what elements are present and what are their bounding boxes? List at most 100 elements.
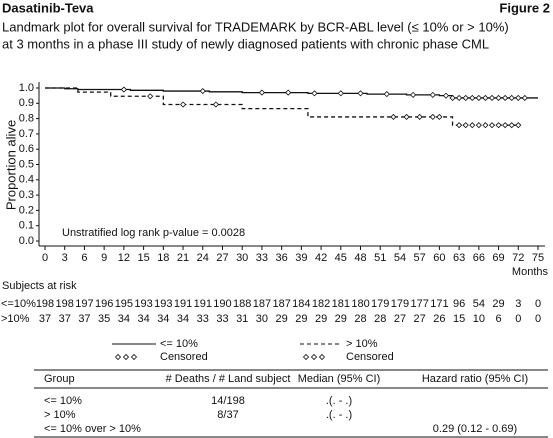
risk-count: 37 — [78, 313, 90, 325]
y-axis-label: Proportion alive — [3, 120, 18, 210]
censor-mark — [436, 113, 443, 120]
risk-count: 29 — [492, 298, 504, 310]
censor-mark — [515, 122, 522, 129]
risk-count: 188 — [233, 298, 251, 310]
risk-count: 54 — [473, 298, 485, 310]
risk-count: 10 — [473, 313, 485, 325]
censor-mark — [416, 113, 423, 120]
censor-mark — [337, 90, 344, 97]
risk-count: 180 — [351, 298, 369, 310]
risk-count: 179 — [371, 298, 389, 310]
x-tick-label: 51 — [374, 252, 386, 264]
risk-count: 182 — [312, 298, 330, 310]
legend-censor-mark — [310, 353, 318, 361]
x-tick-label: 30 — [236, 252, 248, 264]
risk-count: 34 — [177, 313, 189, 325]
censor-mark — [488, 122, 496, 129]
x-tick-label: 18 — [157, 252, 169, 264]
risk-count: 37 — [39, 313, 51, 325]
risk-count: 195 — [115, 298, 133, 310]
x-tick-label: 63 — [453, 252, 465, 264]
table-cell: 8/37 — [217, 409, 238, 421]
censor-mark — [462, 122, 469, 129]
risk-count: 191 — [174, 298, 192, 310]
risk-count: 6 — [495, 313, 501, 325]
risk-count: 34 — [118, 313, 130, 325]
censor-mark — [390, 113, 397, 120]
table-header: # Deaths / # Land subject — [166, 373, 291, 385]
x-tick-label: 66 — [473, 252, 485, 264]
risk-count: 26 — [433, 313, 445, 325]
table-cell: 0.29 (0.12 - 0.69) — [433, 423, 517, 435]
x-tick-label: 12 — [118, 252, 130, 264]
censor-mark — [495, 122, 502, 129]
survival-curve — [45, 87, 538, 99]
figure-label: Figure 2 — [499, 0, 550, 15]
x-tick-label: 54 — [394, 252, 406, 264]
risk-count: 28 — [374, 313, 386, 325]
x-tick-label: 72 — [512, 252, 524, 264]
x-axis-label: Months — [512, 266, 549, 278]
legend-censor-mark — [122, 353, 130, 361]
censor-mark — [212, 101, 219, 108]
x-tick-label: 6 — [81, 252, 87, 264]
table-header: Group — [44, 373, 75, 385]
y-tick-label: 0.1 — [19, 220, 34, 232]
risk-count: 35 — [98, 313, 110, 325]
censor-mark — [502, 122, 509, 129]
risk-row-label: >10% — [1, 313, 30, 325]
risk-count: 193 — [154, 298, 172, 310]
censor-mark — [469, 122, 476, 129]
x-tick-label: 33 — [256, 252, 268, 264]
x-tick-label: 21 — [177, 252, 189, 264]
risk-count: 3 — [515, 298, 521, 310]
risk-count: 96 — [453, 298, 465, 310]
legend-label: Censored — [160, 351, 208, 363]
risk-count: 27 — [414, 313, 426, 325]
x-tick-label: 48 — [354, 252, 366, 264]
y-tick-label: 0.0 — [19, 235, 34, 247]
chart-title: at 3 months in a phase III study of newl… — [2, 36, 489, 51]
risk-count: 187 — [253, 298, 271, 310]
x-tick-label: 42 — [315, 252, 327, 264]
risk-count: 171 — [430, 298, 448, 310]
censor-mark — [429, 91, 436, 98]
table-cell: .(. - .) — [326, 409, 352, 421]
risk-count: 15 — [453, 313, 465, 325]
table-cell: <= 10% over > 10% — [44, 423, 141, 435]
censor-mark — [482, 122, 489, 129]
risk-count: 33 — [197, 313, 209, 325]
x-tick-label: 27 — [216, 252, 228, 264]
censor-mark — [469, 94, 476, 102]
censor-mark — [258, 89, 265, 96]
annotation: Unstratified log rank p-value = 0.0028 — [62, 227, 245, 239]
y-tick-label: 0.6 — [19, 143, 34, 155]
risk-count: 29 — [315, 313, 327, 325]
censor-mark — [383, 91, 390, 98]
censor-mark — [488, 94, 496, 102]
x-tick-label: 3 — [62, 252, 68, 264]
censor-mark — [410, 91, 417, 98]
censor-mark — [147, 93, 154, 100]
censor-mark — [456, 94, 463, 102]
table-header: Hazard ratio (95% CI) — [422, 373, 528, 385]
x-tick-label: 9 — [101, 252, 107, 264]
x-tick-label: 15 — [137, 252, 149, 264]
x-tick-label: 0 — [42, 252, 48, 264]
x-tick-label: 39 — [295, 252, 307, 264]
risk-count: 177 — [411, 298, 429, 310]
risk-count: 198 — [56, 298, 74, 310]
censor-mark — [508, 94, 515, 102]
risk-count: 33 — [216, 313, 228, 325]
risk-count: 190 — [213, 298, 231, 310]
x-tick-label: 45 — [335, 252, 347, 264]
censor-mark — [357, 90, 364, 97]
risk-count: 193 — [134, 298, 152, 310]
censor-mark — [199, 87, 206, 95]
censor-mark — [495, 94, 502, 102]
table-cell: 14/198 — [211, 395, 245, 407]
risk-title: Subjects at risk — [2, 280, 77, 292]
chart-title: Landmark plot for overall survival for T… — [2, 19, 509, 34]
censor-mark — [429, 113, 436, 120]
